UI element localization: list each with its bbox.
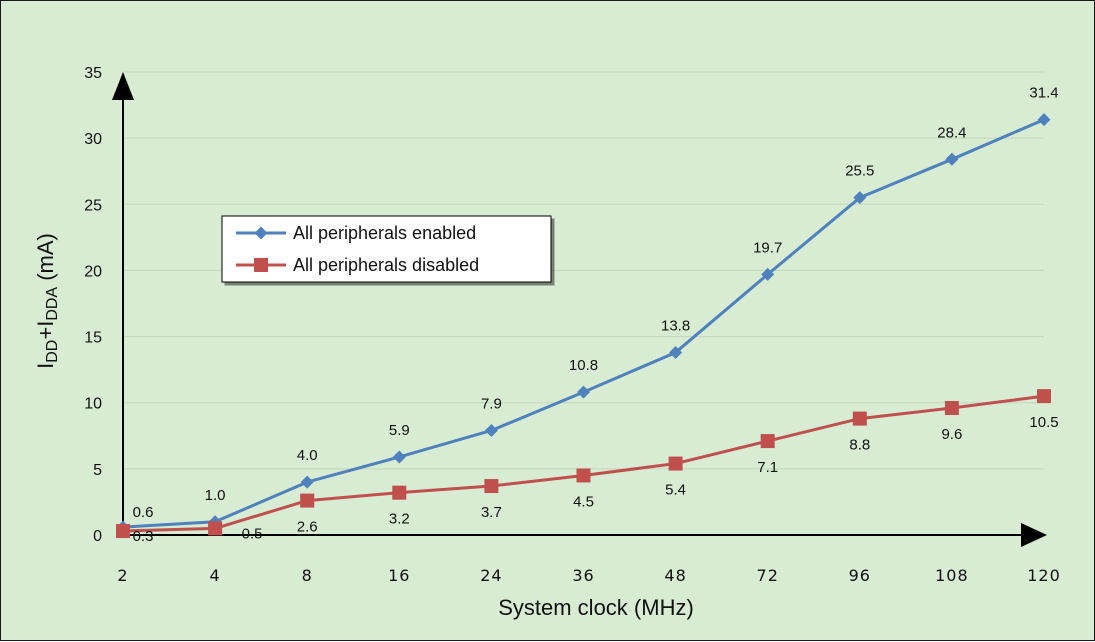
y-tick-label: 25 [84, 197, 102, 214]
y-tick-label: 10 [84, 396, 102, 413]
data-point-enabled [1037, 113, 1051, 127]
data-point-enabled [484, 423, 498, 437]
data-point-disabled [760, 434, 775, 449]
data-label-enabled: 5.9 [389, 422, 410, 439]
data-label-disabled: 4.5 [573, 493, 594, 510]
y-tick-label: 35 [84, 65, 102, 82]
y-axis-title-part: DD [44, 340, 61, 363]
series-line-disabled [122, 394, 1045, 533]
y-axis-title-part: I [33, 363, 58, 369]
data-label-enabled: 25.5 [845, 163, 874, 180]
data-label-disabled: 7.1 [757, 459, 778, 476]
x-tick-label: 16 [388, 566, 410, 585]
data-label-disabled: 0.5 [242, 525, 263, 542]
data-label-enabled: 4.0 [297, 447, 318, 464]
y-axis-title-part: DDA [44, 287, 61, 321]
data-label-disabled: 0.3 [133, 528, 154, 545]
y-axis-arrow [112, 72, 134, 100]
x-tick-label: 48 [664, 566, 686, 585]
data-label-disabled: 3.7 [481, 504, 502, 521]
data-label-enabled: 10.8 [569, 357, 598, 374]
data-point-disabled [392, 485, 407, 500]
x-tick-label: 96 [849, 566, 871, 585]
data-label-enabled: 19.7 [753, 239, 782, 256]
data-point-enabled [669, 345, 683, 359]
data-label-enabled: 7.9 [481, 395, 502, 412]
data-point-enabled [577, 385, 590, 399]
y-tick-label: 30 [84, 131, 102, 148]
legend-label: All peripherals enabled [293, 223, 476, 243]
data-point-enabled [761, 267, 775, 281]
x-tick-label: 36 [572, 566, 594, 585]
y-axis-title-part: +I [33, 321, 58, 340]
data-point-disabled [300, 493, 315, 508]
data-label-enabled: 1.0 [205, 487, 226, 504]
x-tick-label: 108 [935, 566, 969, 585]
series-group [116, 113, 1051, 539]
y-tick-label: 20 [84, 263, 102, 280]
data-label-disabled: 5.4 [665, 482, 686, 499]
data-point-disabled [852, 411, 867, 426]
x-axis-arrow [1021, 523, 1047, 547]
data-label-enabled: 28.4 [937, 124, 966, 141]
data-label-enabled: 31.4 [1029, 85, 1058, 102]
data-label-disabled: 2.6 [297, 519, 318, 536]
legend-label: All peripherals disabled [293, 255, 479, 275]
data-point-enabled [392, 450, 406, 464]
x-tick-label: 4 [210, 566, 221, 585]
y-tick-label: 5 [93, 462, 102, 479]
x-tick-label: 120 [1027, 566, 1061, 585]
legend-item: All peripherals enabled [236, 223, 476, 243]
data-point-disabled [944, 401, 959, 416]
legend-marker [254, 258, 268, 272]
data-label-disabled: 10.5 [1029, 414, 1058, 431]
data-point-disabled [1037, 389, 1051, 404]
x-tick-label: 2 [117, 566, 128, 585]
legend-box [221, 215, 552, 283]
data-point-enabled [945, 152, 959, 166]
data-point-disabled [668, 456, 683, 471]
series-line-enabled [122, 118, 1045, 529]
y-tick-label: 15 [84, 330, 102, 347]
data-labels: 0.6 1.0 4.0 5.9 7.9 10.8 13.8 19.7 25.5 28.4 31.4 0… [133, 85, 1059, 545]
data-point-disabled [208, 521, 223, 536]
data-label-disabled: 9.6 [941, 426, 962, 443]
x-axis-title: System clock (MHz) [498, 595, 694, 620]
data-point-disabled [484, 479, 499, 494]
y-axis-title-part: (mA) [33, 233, 58, 287]
y-tick-label: 0 [93, 528, 102, 545]
data-label-enabled: 13.8 [661, 317, 690, 334]
legend-item: All peripherals disabled [236, 255, 479, 275]
data-point-disabled [116, 524, 130, 539]
x-tick-label: 8 [302, 566, 313, 585]
x-tick-label: 24 [480, 566, 502, 585]
legend-marker [254, 226, 268, 240]
data-point-enabled [300, 475, 314, 489]
x-tick-label: 72 [757, 566, 779, 585]
data-point-disabled [576, 468, 591, 483]
data-label-enabled: 0.6 [133, 504, 154, 521]
data-label-disabled: 8.8 [849, 437, 870, 454]
data-label-disabled: 3.2 [389, 511, 410, 528]
data-point-enabled [853, 191, 867, 205]
y-axis-title: IDD+IDDA (mA) [33, 233, 61, 369]
legend: All peripherals enabled All peripherals d… [221, 215, 552, 283]
